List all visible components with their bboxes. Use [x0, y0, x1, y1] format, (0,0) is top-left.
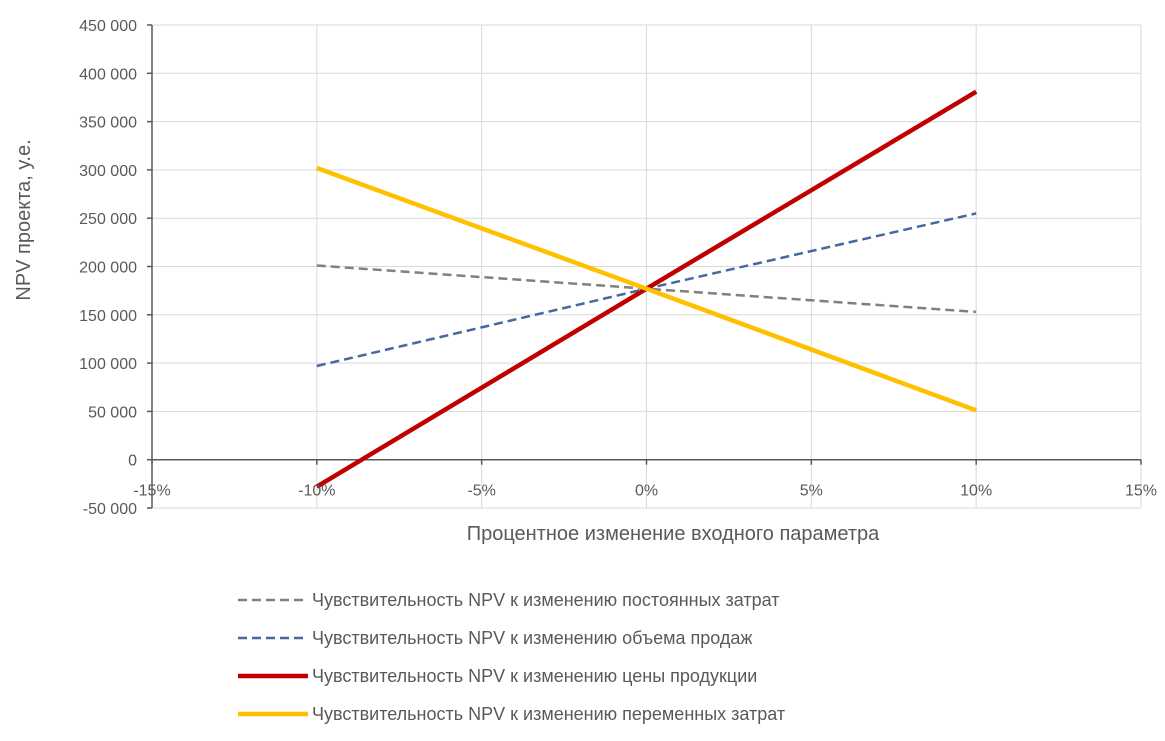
x-tick-label: -15% — [133, 483, 170, 500]
series-lines — [315, 89, 978, 489]
legend-label: Чувствительность NPV к изменению объема … — [312, 628, 752, 648]
y-tick-label: 50 000 — [88, 404, 137, 421]
x-tick-label: 10% — [960, 483, 992, 500]
x-tick-label: -5% — [467, 483, 495, 500]
x-tick-label: 15% — [1125, 483, 1157, 500]
legend: Чувствительность NPV к изменению постоян… — [238, 590, 785, 724]
x-tick-label: -10% — [298, 483, 335, 500]
y-tick-label: 450 000 — [79, 18, 137, 35]
legend-item-2: Чувствительность NPV к изменению объема … — [238, 628, 752, 648]
series-line-4 — [316, 165, 977, 413]
x-tick-label: 0% — [635, 483, 658, 500]
tick-labels: -50 000 0 50 000 100 000 150 000 200 000 250 0… — [79, 18, 1157, 518]
axes — [147, 24, 1142, 509]
y-tick-label: 150 000 — [79, 308, 137, 325]
legend-item-4: Чувствительность NPV к изменению перемен… — [238, 704, 785, 724]
y-tick-label: 200 000 — [79, 260, 137, 277]
grid — [152, 24, 1142, 509]
legend-item-3: Чувствительность NPV к изменению цены пр… — [238, 666, 757, 686]
y-tick-label: -50 000 — [83, 501, 137, 518]
y-tick-label: 250 000 — [79, 211, 137, 228]
x-axis-title: Процентное изменение входного параметра — [467, 523, 880, 545]
y-tick-label: 100 000 — [79, 356, 137, 373]
legend-label: Чувствительность NPV к изменению перемен… — [312, 704, 785, 724]
y-axis-title: NPV проекта, у.е. — [13, 139, 35, 300]
legend-label: Чувствительность NPV к изменению постоян… — [312, 590, 780, 610]
y-tick-label: 0 — [128, 453, 137, 470]
y-tick-label: 300 000 — [79, 163, 137, 180]
legend-item-1: Чувствительность NPV к изменению постоян… — [238, 590, 780, 610]
y-tick-label: 350 000 — [79, 115, 137, 132]
legend-label: Чувствительность NPV к изменению цены пр… — [312, 666, 757, 686]
y-tick-label: 400 000 — [79, 66, 137, 83]
x-tick-label: 5% — [800, 483, 823, 500]
